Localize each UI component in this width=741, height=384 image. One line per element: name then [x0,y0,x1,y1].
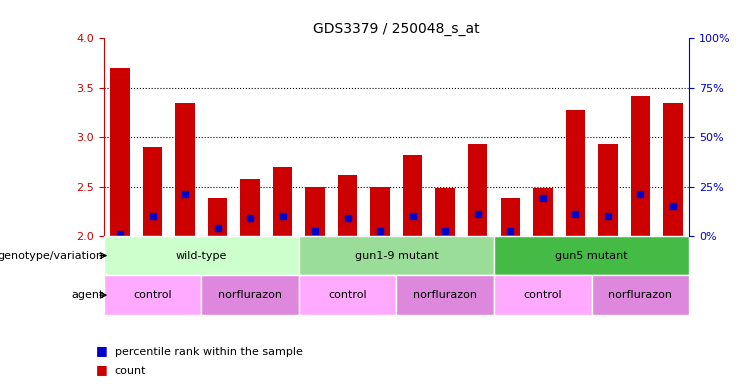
Bar [403,155,422,236]
Bar [631,96,650,236]
Bar [143,147,162,236]
Text: control: control [133,290,172,300]
Text: wild-type: wild-type [176,251,227,261]
FancyBboxPatch shape [591,275,689,315]
Text: control: control [523,290,562,300]
FancyBboxPatch shape [299,236,494,275]
Bar [176,103,195,236]
Bar [500,199,520,236]
Title: GDS3379 / 250048_s_at: GDS3379 / 250048_s_at [313,22,479,36]
Text: ■: ■ [96,344,108,357]
Bar [207,199,227,236]
FancyBboxPatch shape [299,275,396,315]
Text: gun1-9 mutant: gun1-9 mutant [354,251,439,261]
FancyBboxPatch shape [202,275,299,315]
Bar [110,68,130,236]
Text: genotype/variation: genotype/variation [0,251,104,261]
FancyBboxPatch shape [104,236,299,275]
Bar [663,103,682,236]
FancyBboxPatch shape [396,275,494,315]
Text: norflurazon: norflurazon [218,290,282,300]
Text: agent: agent [71,290,104,300]
Bar [468,144,488,236]
Bar [305,187,325,236]
Text: norflurazon: norflurazon [608,290,672,300]
Text: norflurazon: norflurazon [413,290,477,300]
FancyBboxPatch shape [494,236,689,275]
Bar [436,189,455,236]
Text: percentile rank within the sample: percentile rank within the sample [115,347,303,357]
Bar [338,175,357,236]
Bar [533,189,553,236]
FancyBboxPatch shape [104,275,202,315]
Bar [565,111,585,236]
Text: control: control [328,290,367,300]
Bar [370,187,390,236]
FancyBboxPatch shape [494,275,591,315]
Bar [240,179,260,236]
Bar [273,167,293,236]
Bar [598,144,617,236]
Text: count: count [115,366,147,376]
Text: gun5 mutant: gun5 mutant [555,251,628,261]
Text: ■: ■ [96,363,108,376]
